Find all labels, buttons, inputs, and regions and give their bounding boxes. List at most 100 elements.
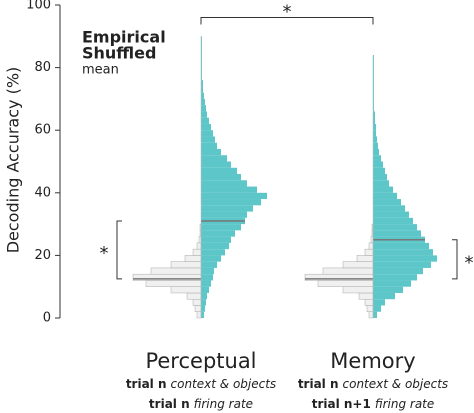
sublabel-italic: firing rate (194, 397, 253, 411)
histogram-bar (368, 311, 374, 319)
significance-label: * (283, 2, 292, 23)
histogram-bar (201, 249, 225, 256)
histogram-bar (201, 48, 202, 56)
histogram-bar (364, 298, 374, 306)
histogram-bar (201, 192, 267, 200)
significance-bracket (116, 220, 122, 280)
histogram-bar (373, 217, 413, 225)
histogram-bar (201, 55, 202, 62)
histogram-bar (201, 111, 207, 118)
histogram-bar (201, 148, 221, 156)
histogram-bar (373, 199, 401, 206)
group-sublabel: trial n context & objects (298, 377, 448, 391)
histogram-bar (322, 267, 374, 275)
histogram-bar (201, 211, 247, 218)
histogram-bar (201, 92, 204, 99)
histogram-bar (201, 267, 214, 275)
histogram-bar (373, 117, 375, 124)
significance-bracket (200, 17, 374, 25)
histogram-bar (201, 130, 213, 137)
significance-label: * (465, 252, 474, 273)
histogram-bar (373, 155, 381, 162)
y-tick-label: 40 (34, 185, 51, 200)
histogram-bar (201, 311, 204, 318)
histogram-bar (194, 305, 202, 312)
histogram-bar (201, 261, 217, 268)
histogram-bar (201, 305, 205, 312)
histogram-bar (373, 261, 431, 268)
legend-label: mean (82, 63, 119, 78)
sublabel-bold: trial n (126, 377, 167, 391)
group-label: Memory (330, 349, 415, 373)
sublabel-bold: trial n (149, 397, 190, 411)
histogram-bar (201, 180, 247, 187)
significance-bracket (452, 239, 458, 280)
group-sublabel: trial n context & objects (126, 377, 276, 391)
histogram-bar (201, 292, 207, 300)
histogram-bar (342, 286, 374, 294)
histogram-bar (368, 242, 374, 250)
histogram-bar (373, 274, 417, 281)
histogram-bar (373, 299, 385, 306)
histogram-bar (373, 142, 378, 149)
histogram-bar (201, 42, 202, 49)
histogram-bar (373, 123, 376, 131)
histogram-bar (201, 105, 206, 112)
sublabel-italic: context & objects (343, 377, 449, 391)
histogram-bar (373, 105, 374, 112)
y-tick-label: 100 (26, 0, 51, 13)
histogram-bar (201, 205, 253, 212)
histogram-bar (201, 61, 202, 68)
histogram-bar (342, 261, 374, 269)
histogram-bar (192, 248, 202, 256)
histogram-bar (373, 311, 377, 318)
sublabel-bold: trial n+1 (312, 397, 371, 411)
histogram-bar (366, 305, 374, 312)
histogram-bar (201, 167, 237, 175)
histogram-bar (373, 174, 387, 181)
histogram-bar (184, 255, 202, 262)
histogram-bar (364, 248, 374, 256)
histogram-bar (201, 236, 231, 243)
significance-label: * (100, 243, 109, 264)
histogram-bar (201, 142, 217, 149)
histogram-bar (196, 242, 202, 250)
histogram-bar (373, 80, 374, 87)
histogram-bar (201, 86, 203, 93)
histogram-bar (358, 292, 374, 300)
histogram-bar (373, 86, 374, 93)
histogram-bar (201, 36, 202, 43)
histogram-bar (201, 242, 229, 250)
y-tick-label: 80 (34, 60, 51, 75)
histogram-bar (201, 73, 202, 81)
histogram-bar (201, 67, 202, 74)
histogram-bar (201, 224, 241, 231)
histogram-bar (373, 98, 374, 106)
histogram-bar (201, 286, 209, 293)
y-tick-label: 60 (34, 123, 51, 138)
histogram-bar (373, 211, 409, 218)
histogram-bar (201, 136, 215, 143)
histogram-bar (201, 155, 227, 162)
histogram-bar (373, 305, 381, 312)
histogram-bar (201, 255, 221, 262)
histogram-bar (201, 98, 205, 106)
histogram-bar (373, 180, 389, 187)
histogram-bar (373, 61, 374, 68)
histogram-bar (373, 249, 433, 256)
histogram-bar (201, 280, 211, 287)
histogram-bar (373, 242, 429, 250)
histogram-bar (373, 92, 374, 99)
legend-label: Empirical (82, 28, 166, 47)
histogram-bar (201, 299, 206, 306)
histogram-bar (373, 192, 397, 200)
histogram-bar (373, 280, 411, 287)
histogram-bar (373, 286, 403, 293)
histogram-bar (170, 286, 202, 294)
legend-label: Shuffled (82, 44, 156, 63)
histogram-bar (373, 55, 374, 62)
histogram-bar (373, 73, 374, 81)
histogram-bar (201, 274, 213, 281)
histogram-bar (373, 255, 437, 262)
